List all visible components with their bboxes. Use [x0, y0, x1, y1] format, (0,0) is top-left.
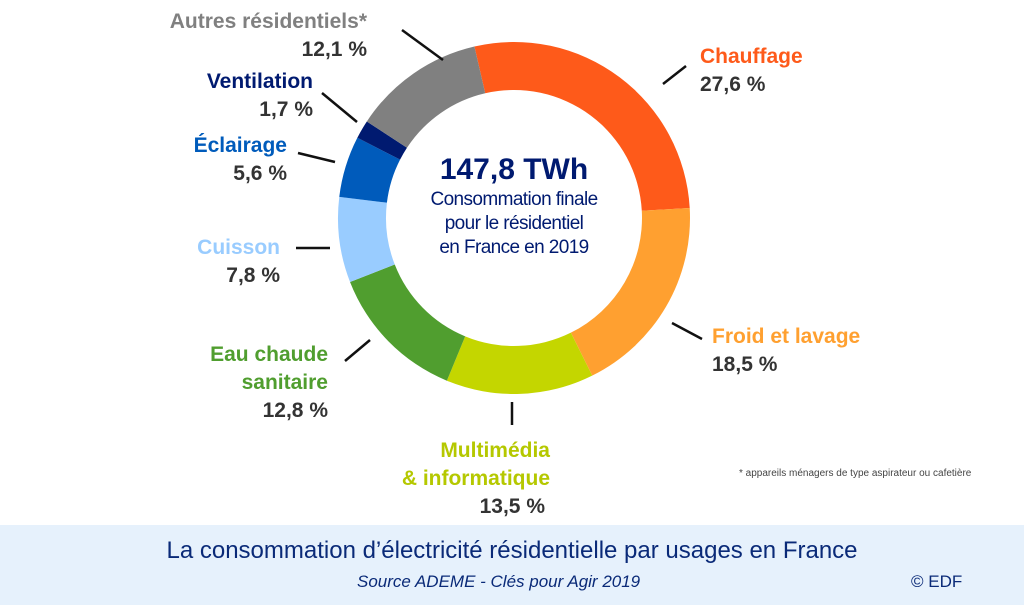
- label-eau-chaude: Eau chaude sanitaire 12,8 %: [210, 341, 328, 425]
- leader-line: [401, 28, 444, 62]
- footer-band: La consommation d’électricité résidentie…: [0, 525, 1024, 605]
- label-chauffage: Chauffage 27,6 %: [700, 43, 803, 99]
- slice-label: Eau chaude: [210, 343, 328, 366]
- figure-title: La consommation d’électricité résidentie…: [166, 537, 858, 564]
- donut-slice: [338, 196, 395, 282]
- label-ventilation: Ventilation 1,7 %: [207, 68, 313, 124]
- slice-label: & informatique: [401, 467, 550, 490]
- donut-slice: [339, 137, 401, 203]
- label-eclairage: Éclairage 5,6 %: [194, 132, 287, 188]
- slice-label: Cuisson: [197, 236, 280, 259]
- donut-slice: [570, 208, 690, 376]
- source-text: Source ADEME - Clés pour Agir 2019: [357, 572, 641, 591]
- label-cuisson: Cuisson 7,8 %: [197, 234, 280, 290]
- donut-slice: [357, 121, 407, 160]
- footnote: * appareils ménagers de type aspirateur …: [739, 468, 972, 479]
- slice-percent: 27,6 %: [700, 73, 766, 96]
- slice-percent: 18,5 %: [712, 353, 778, 376]
- slice-label: Froid et lavage: [712, 325, 861, 348]
- slice-label: Autres résidentiels*: [169, 10, 367, 33]
- donut-center: 147,8 TWh Consommation finale pour le ré…: [404, 152, 624, 260]
- slice-label: Chauffage: [700, 45, 803, 68]
- slice-percent: 7,8 %: [226, 264, 280, 287]
- slice-percent: 12,8 %: [262, 399, 328, 422]
- label-froid-lavage: Froid et lavage 18,5 %: [712, 323, 860, 379]
- donut-slice: [350, 264, 466, 381]
- leader-line: [671, 321, 703, 341]
- donut-slice: [446, 332, 593, 395]
- slice-label: Multimédia: [440, 439, 550, 462]
- leader-line: [344, 339, 371, 362]
- center-line: en France en 2019: [439, 237, 589, 258]
- center-line: Consommation finale: [430, 189, 598, 210]
- donut-chart: [296, 28, 703, 425]
- slice-label: Éclairage: [193, 134, 287, 157]
- leader-line: [662, 65, 687, 85]
- label-autres: Autres résidentiels* 12,1 %: [170, 8, 367, 64]
- leader-line: [321, 92, 358, 123]
- slice-percent: 1,7 %: [259, 98, 313, 121]
- donut-slice: [366, 46, 486, 148]
- slice-percent: 12,1 %: [301, 38, 367, 61]
- slice-percent: 13,5 %: [479, 495, 545, 518]
- center-line: pour le résidentiel: [444, 213, 584, 234]
- leader-line: [297, 151, 336, 164]
- donut-slice: [474, 41, 690, 211]
- slice-label: sanitaire: [241, 371, 328, 394]
- copyright: © EDF: [911, 572, 963, 591]
- label-multimedia: Multimédia & informatique 13,5 %: [402, 437, 550, 521]
- total-value: 147,8 TWh: [439, 153, 589, 186]
- slice-label: Ventilation: [206, 70, 313, 93]
- slice-percent: 5,6 %: [233, 162, 287, 185]
